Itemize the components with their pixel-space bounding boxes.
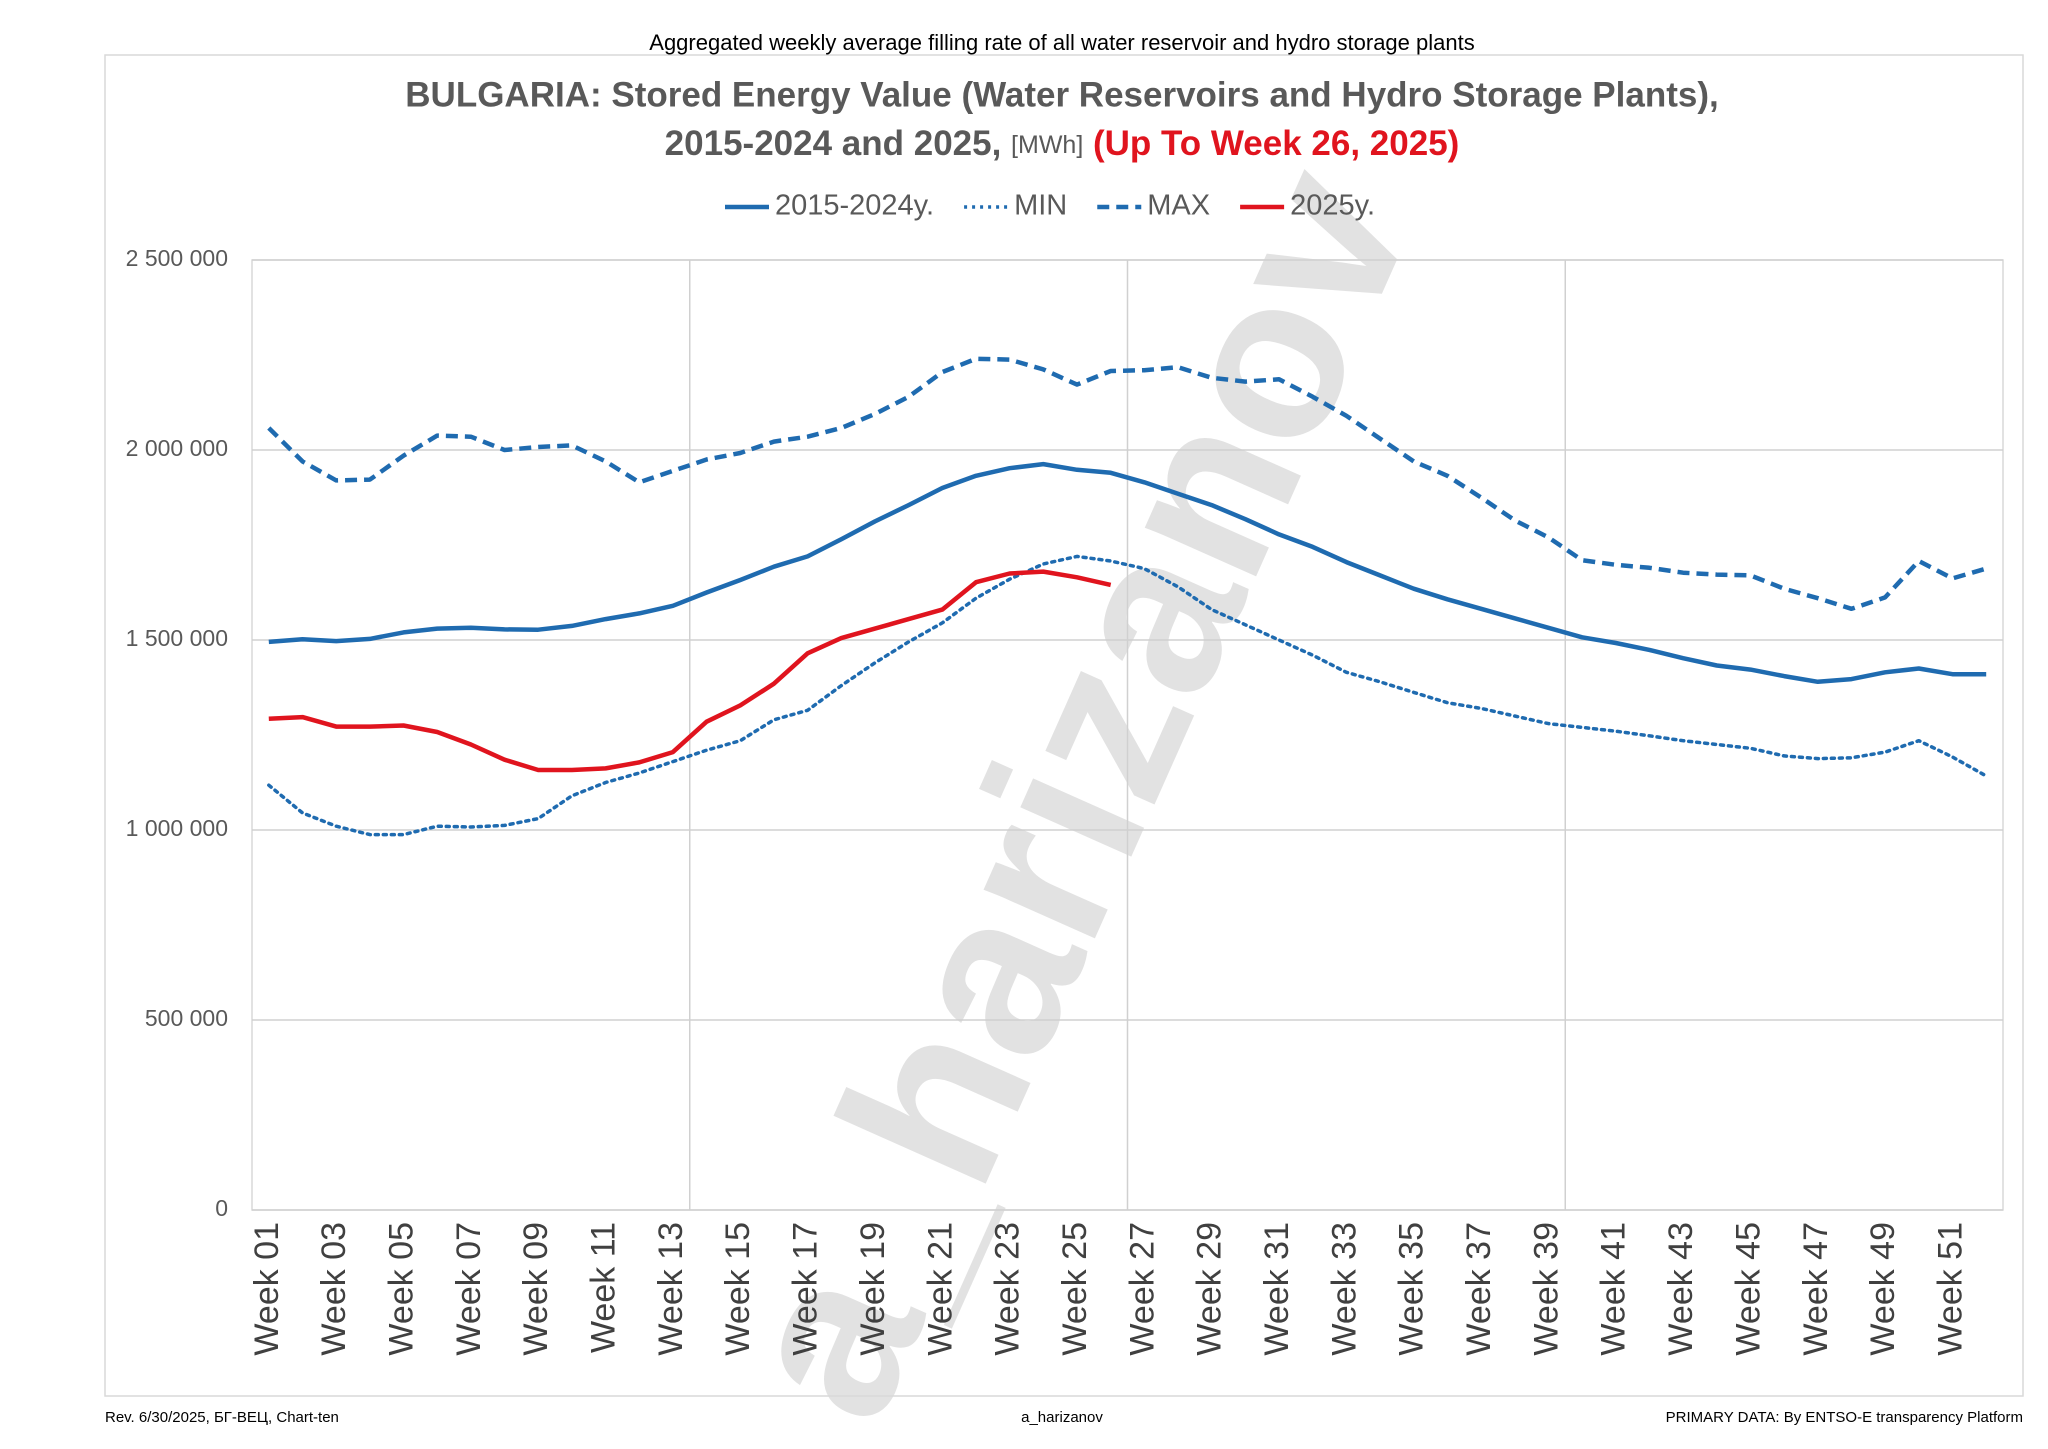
x-tick-label: Week 47 <box>1797 1222 1835 1356</box>
y-tick-label: 1 000 000 <box>126 815 228 841</box>
legend-label: MIN <box>1014 190 1067 222</box>
title-text: 2015-2024 and 2025, <box>665 124 1011 163</box>
x-tick-label: Week 19 <box>854 1222 892 1356</box>
x-tick-label: Week 17 <box>787 1222 825 1356</box>
series-line <box>267 554 1988 837</box>
x-tick-label: Week 27 <box>1123 1222 1161 1356</box>
chart-title-line2: 2015-2024 and 2025, [MWh] (Up To Week 26… <box>665 124 1460 163</box>
x-tick-label: Week 13 <box>652 1222 690 1356</box>
legend-label: 2025y. <box>1290 190 1375 222</box>
series-line <box>267 356 1987 612</box>
x-tick-label: Week 51 <box>1931 1222 1969 1356</box>
x-tick-label: Week 01 <box>248 1222 286 1356</box>
x-tick-label: Week 41 <box>1595 1222 1633 1356</box>
x-tick-label: Week 31 <box>1258 1222 1296 1356</box>
x-tick-label: Week 23 <box>989 1222 1027 1356</box>
x-tick-label: Week 43 <box>1662 1222 1700 1356</box>
legend-label: 2015-2024y. <box>775 190 934 222</box>
footer-left: Rev. 6/30/2025, БГ-ВЕЦ, Chart-ten <box>105 1409 339 1426</box>
x-tick-label: Week 29 <box>1191 1222 1229 1356</box>
chart-title: BULGARIA: Stored Energy Value (Water Res… <box>405 75 1718 114</box>
x-tick-label: Week 15 <box>719 1222 757 1356</box>
chart-border <box>104 54 2024 1397</box>
legend-label: MAX <box>1147 190 1210 222</box>
x-tick-label: Week 37 <box>1460 1222 1498 1356</box>
title-highlight: (Up To Week 26, 2025) <box>1083 124 1459 163</box>
y-tick-label: 1 500 000 <box>126 625 228 651</box>
title-unit: [MWh] <box>1011 131 1083 159</box>
y-tick-label: 0 <box>215 1195 228 1221</box>
footer-center: a_harizanov <box>1021 1409 1103 1426</box>
x-tick-label: Week 07 <box>450 1222 488 1356</box>
x-tick-label: Week 45 <box>1729 1222 1767 1356</box>
y-tick-label: 2 000 000 <box>126 435 228 461</box>
footer-right: PRIMARY DATA: By ENTSO-E transparency Pl… <box>1666 1409 2023 1426</box>
x-tick-label: Week 49 <box>1864 1222 1902 1356</box>
x-tick-label: Week 09 <box>517 1222 555 1356</box>
x-tick-label: Week 11 <box>585 1222 623 1353</box>
y-tick-label: 500 000 <box>145 1005 228 1031</box>
chart-caption: Aggregated weekly average filling rate o… <box>649 30 1474 55</box>
x-tick-label: Week 33 <box>1325 1222 1363 1356</box>
series-line <box>268 569 1112 773</box>
series-line <box>268 461 1987 685</box>
x-tick-label: Week 03 <box>315 1222 353 1356</box>
x-tick-label: Week 05 <box>383 1222 421 1356</box>
y-tick-label: 2 500 000 <box>126 245 228 271</box>
x-tick-label: Week 39 <box>1527 1222 1565 1356</box>
x-tick-label: Week 35 <box>1393 1222 1431 1356</box>
x-tick-label: Week 21 <box>921 1222 959 1356</box>
x-tick-label: Week 25 <box>1056 1222 1094 1356</box>
